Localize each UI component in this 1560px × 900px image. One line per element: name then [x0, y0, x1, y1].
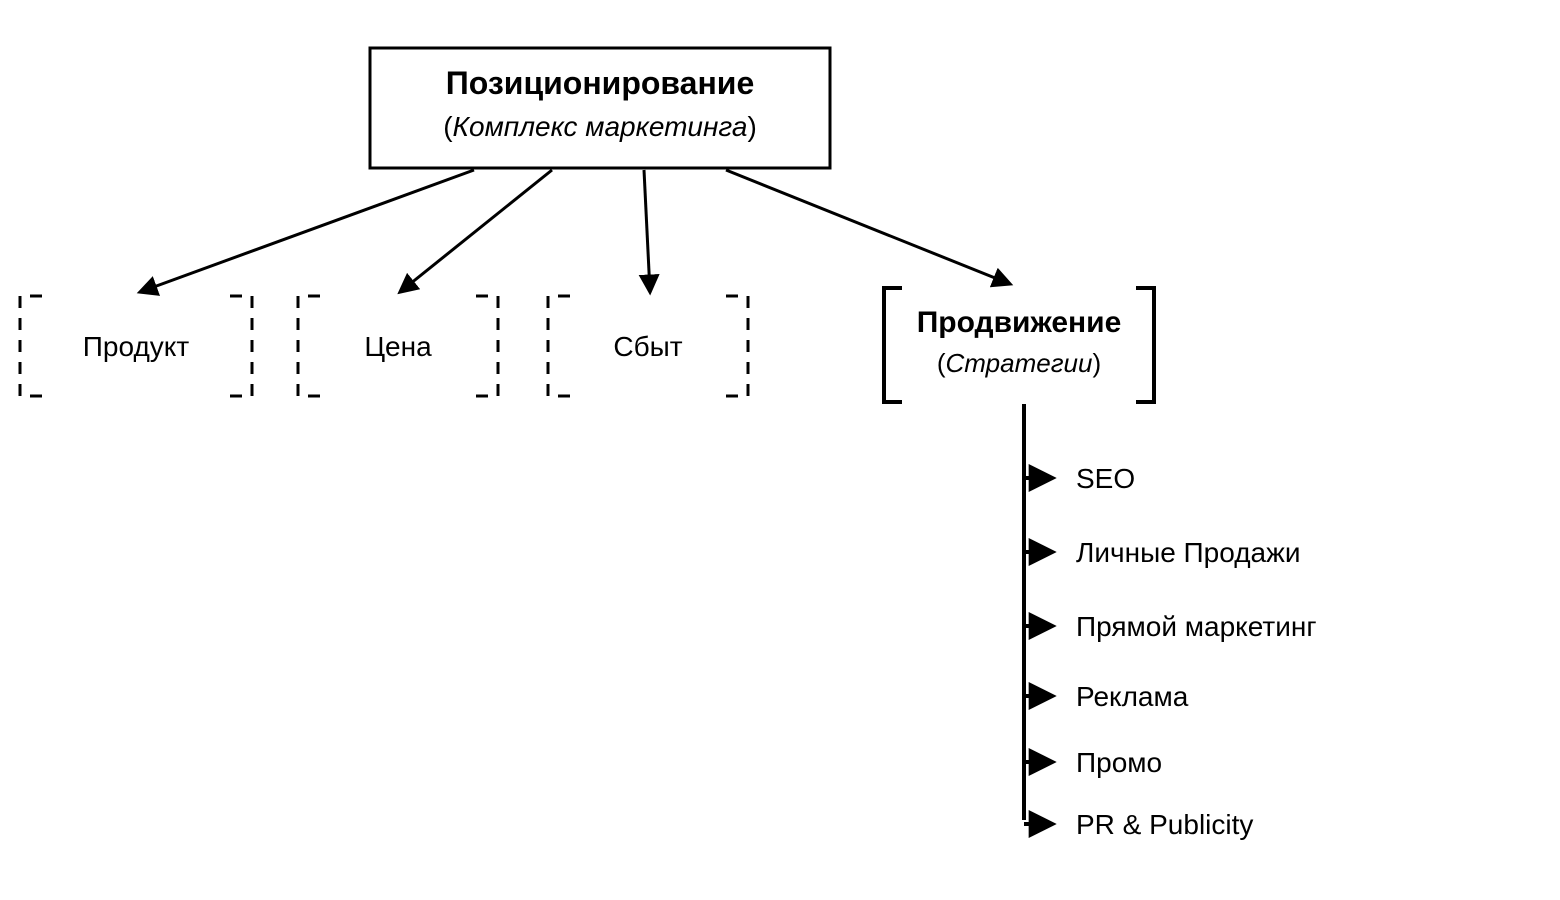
root-subtitle: (Комплекс маркетинга) — [443, 111, 757, 142]
promotion-item-1: Личные Продажи — [1076, 537, 1300, 568]
arrow-root-to-promotion — [726, 170, 1010, 284]
root-title: Позиционирование — [446, 65, 755, 101]
child-node-sales: Сбыт — [613, 331, 682, 362]
child-node-product: Продукт — [83, 331, 190, 362]
child-node-price: Цена — [364, 331, 432, 362]
child-node-promotion-subtitle: (Стратегии) — [937, 348, 1101, 378]
promotion-item-0: SEO — [1076, 463, 1135, 494]
child-node-promotion-title: Продвижение — [917, 306, 1122, 339]
promotion-item-3: Реклама — [1076, 681, 1189, 712]
promotion-item-4: Промо — [1076, 747, 1162, 778]
promotion-item-5: PR & Publicity — [1076, 809, 1253, 840]
promotion-item-2: Прямой маркетинг — [1076, 611, 1317, 642]
marketing-mix-diagram: Позиционирование (Комплекс маркетинга) Про… — [0, 0, 1560, 900]
arrow-root-to-sales — [644, 170, 650, 292]
